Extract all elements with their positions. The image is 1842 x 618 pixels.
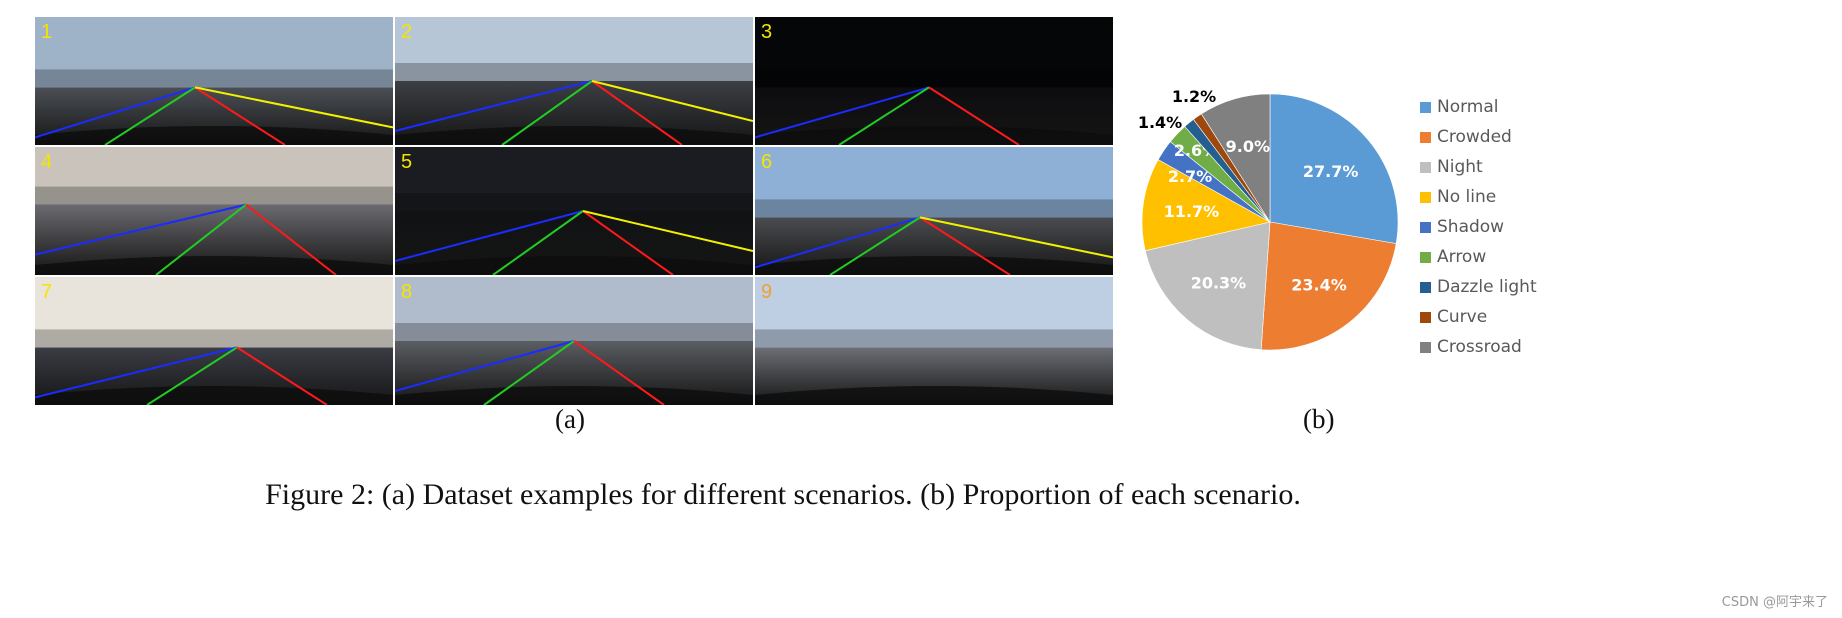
- legend-item: Crossroad: [1420, 332, 1537, 362]
- lane-line-left: [395, 210, 584, 262]
- lane-line-right: [582, 210, 674, 275]
- lane-line-center: [483, 340, 575, 405]
- panel-b-label: (b): [1303, 404, 1335, 434]
- scenario-image-1: 1: [35, 17, 393, 145]
- legend-item: Arrow: [1420, 242, 1537, 272]
- lane-line-far: [194, 86, 393, 129]
- legend-item: Dazzle light: [1420, 272, 1537, 302]
- pie-slice-crowded: [1260, 221, 1397, 351]
- pie-data-label: 23.4%: [1291, 275, 1347, 294]
- lane-line-center: [501, 80, 593, 145]
- scenario-number: 8: [401, 281, 413, 303]
- pie-legend: Normal Crowded Night No line Shadow Arrow Dazz…: [1420, 92, 1537, 362]
- lane-line-left: [395, 340, 575, 392]
- lane-line-center: [838, 86, 930, 145]
- legend-label: Night: [1437, 157, 1483, 177]
- lane-line-center: [155, 203, 247, 275]
- legend-swatch: [1420, 341, 1431, 353]
- lane-line-left: [35, 203, 247, 256]
- scenario-image-2: 2: [395, 17, 753, 145]
- pie-data-label: 2.7%: [1168, 167, 1212, 186]
- figure-caption: Figure 2: (a) Dataset examples for diffe…: [265, 478, 1301, 511]
- scenario-number: 4: [41, 151, 53, 173]
- legend-label: Normal: [1437, 97, 1499, 117]
- scenario-image-3: 3: [755, 17, 1113, 145]
- legend-item: Normal: [1420, 92, 1537, 122]
- legend-swatch: [1420, 281, 1431, 293]
- pie-slice-normal: [1269, 93, 1399, 244]
- pie-data-label: 9.0%: [1226, 137, 1270, 156]
- legend-label: Crossroad: [1437, 337, 1522, 357]
- lane-line-far: [582, 210, 753, 252]
- scenario-image-9: 9: [755, 277, 1113, 405]
- lane-line-center: [829, 216, 921, 275]
- lane-line-left: [395, 80, 593, 132]
- pie-data-label: 11.7%: [1164, 202, 1220, 221]
- pie-slice-crossroad: [1200, 93, 1271, 224]
- scenario-number: 2: [401, 21, 413, 43]
- legend-swatch: [1420, 101, 1431, 113]
- scenario-image-7: 7: [35, 277, 393, 405]
- legend-label: Shadow: [1437, 217, 1505, 237]
- legend-item: Night: [1420, 152, 1537, 182]
- legend-item: Curve: [1420, 302, 1537, 332]
- pie-data-label: 20.3%: [1191, 273, 1247, 292]
- watermark: CSDN @阿宇来了: [1721, 595, 1828, 610]
- lane-line-right: [919, 216, 1011, 275]
- pie-data-label: 1.2%: [1172, 87, 1216, 106]
- legend-item: Shadow: [1420, 212, 1537, 242]
- lane-line-right: [573, 340, 665, 405]
- lane-line-left: [35, 346, 238, 399]
- scenario-pie-chart: 27.7%23.4%20.3%11.7%2.7%2.6%1.4%1.2%9.0%: [1138, 87, 1399, 351]
- scenario-number: 9: [761, 281, 773, 303]
- pie-data-label: 1.4%: [1138, 113, 1182, 132]
- legend-swatch: [1420, 251, 1431, 263]
- legend-swatch: [1420, 131, 1431, 143]
- legend-swatch: [1420, 311, 1431, 323]
- pie-slice-night: [1144, 221, 1271, 351]
- scenario-image-6: 6: [755, 147, 1113, 275]
- legend-swatch: [1420, 221, 1431, 233]
- legend-label: Crowded: [1437, 127, 1512, 147]
- legend-label: Arrow: [1437, 247, 1487, 267]
- scenario-image-grid: 1 2 3 4 5 6 7 8 9: [35, 17, 1115, 407]
- pie-data-label: 27.7%: [1303, 162, 1359, 181]
- lane-line-left: [755, 216, 921, 269]
- lane-line-far: [919, 216, 1113, 259]
- legend-swatch: [1420, 191, 1431, 203]
- lane-line-left: [35, 86, 196, 139]
- pie-slice-no-line: [1141, 159, 1271, 252]
- lane-line-right: [928, 86, 1020, 145]
- lane-line-right: [245, 203, 337, 275]
- panel-a-label: (a): [555, 404, 585, 434]
- scenario-image-8: 8: [395, 277, 753, 405]
- scenario-number: 7: [41, 281, 53, 303]
- scenario-number: 1: [41, 21, 53, 43]
- lane-line-center: [104, 86, 196, 145]
- scenario-number: 3: [761, 21, 773, 43]
- lane-line-center: [492, 210, 584, 275]
- legend-item: Crowded: [1420, 122, 1537, 152]
- lane-line-left: [755, 86, 930, 139]
- legend-label: Curve: [1437, 307, 1488, 327]
- legend-swatch: [1420, 161, 1431, 173]
- legend-item: No line: [1420, 182, 1537, 212]
- legend-label: Dazzle light: [1437, 277, 1537, 297]
- scenario-number: 5: [401, 151, 413, 173]
- lane-line-right: [236, 346, 328, 405]
- legend-label: No line: [1437, 187, 1497, 207]
- lane-line-center: [146, 346, 238, 405]
- lane-line-right: [194, 86, 286, 145]
- scenario-number: 6: [761, 151, 773, 173]
- scenario-image-4: 4: [35, 147, 393, 275]
- lane-line-right: [591, 80, 683, 145]
- lane-line-far: [591, 80, 753, 122]
- scenario-image-5: 5: [395, 147, 753, 275]
